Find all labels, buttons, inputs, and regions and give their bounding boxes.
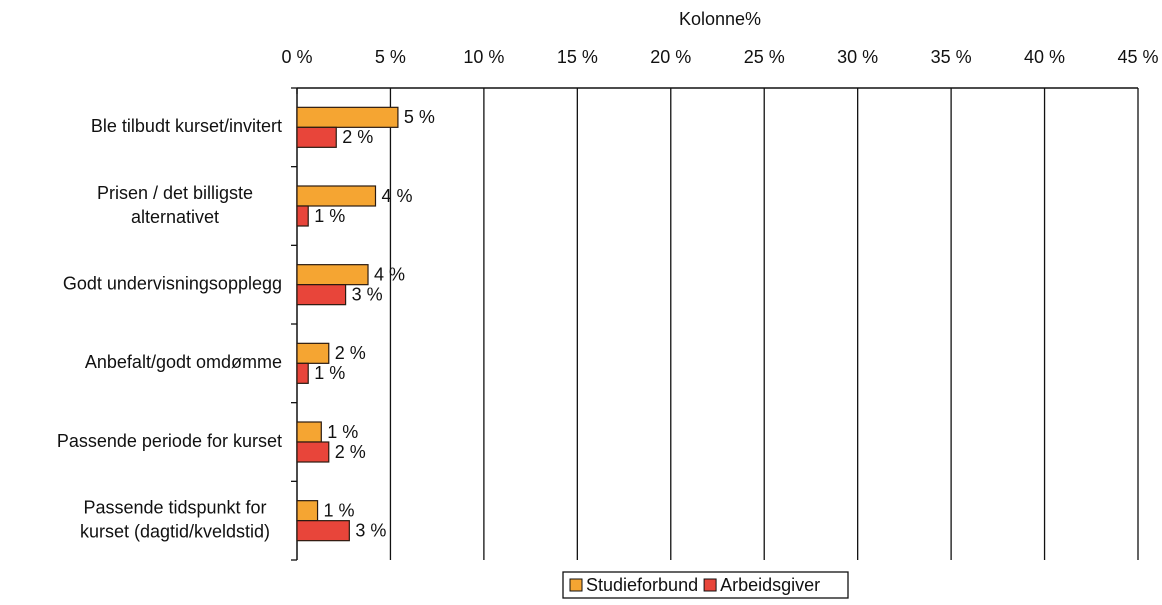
y-tick-label: Prisen / det billigste — [97, 183, 253, 203]
value-label: 2 % — [335, 442, 366, 462]
bar — [296, 421, 322, 443]
y-tick-label: Anbefalt/godt omdømme — [85, 352, 282, 372]
y-tick-label: Passende tidspunkt for — [83, 497, 266, 517]
value-label: 2 % — [335, 343, 366, 363]
bar — [296, 500, 319, 522]
legend-label: Arbeidsgiver — [720, 575, 820, 595]
y-tick-label: Ble tilbudt kurset/invitert — [91, 116, 282, 136]
y-tick-label: Godt undervisningsopplegg — [63, 273, 282, 293]
value-label: 3 % — [352, 284, 383, 304]
bar — [296, 106, 399, 128]
value-label: 5 % — [404, 107, 435, 127]
bar — [296, 362, 309, 384]
x-tick-label: 45 % — [1117, 47, 1158, 67]
value-label: 4 % — [374, 264, 405, 284]
bar — [296, 205, 309, 227]
legend-swatch — [569, 578, 583, 592]
x-tick-label: 0 % — [281, 47, 312, 67]
y-tick-label: alternativet — [131, 207, 219, 227]
value-label: 2 % — [342, 127, 373, 147]
bar — [296, 520, 350, 542]
value-label: 1 % — [324, 500, 355, 520]
y-tick-label: kurset (dagtid/kveldstid) — [80, 521, 270, 541]
x-tick-label: 30 % — [837, 47, 878, 67]
x-tick-label: 20 % — [650, 47, 691, 67]
y-tick-label: Passende periode for kurset — [57, 431, 282, 451]
value-label: 1 % — [327, 422, 358, 442]
x-tick-label: 5 % — [375, 47, 406, 67]
x-tick-label: 15 % — [557, 47, 598, 67]
bar — [296, 264, 369, 286]
x-tick-label: 40 % — [1024, 47, 1065, 67]
axis-title: Kolonne% — [679, 9, 761, 29]
value-label: 1 % — [314, 206, 345, 226]
value-label: 4 % — [381, 186, 412, 206]
bar — [296, 126, 337, 148]
bar — [296, 284, 347, 306]
legend-swatch — [703, 578, 717, 592]
x-tick-label: 10 % — [463, 47, 504, 67]
bar — [296, 185, 377, 207]
bar — [296, 342, 330, 364]
x-tick-label: 25 % — [744, 47, 785, 67]
value-label: 1 % — [314, 363, 345, 383]
value-label: 3 % — [355, 520, 386, 540]
x-tick-label: 35 % — [931, 47, 972, 67]
bar — [296, 441, 330, 463]
legend-label: Studieforbund — [586, 575, 698, 595]
